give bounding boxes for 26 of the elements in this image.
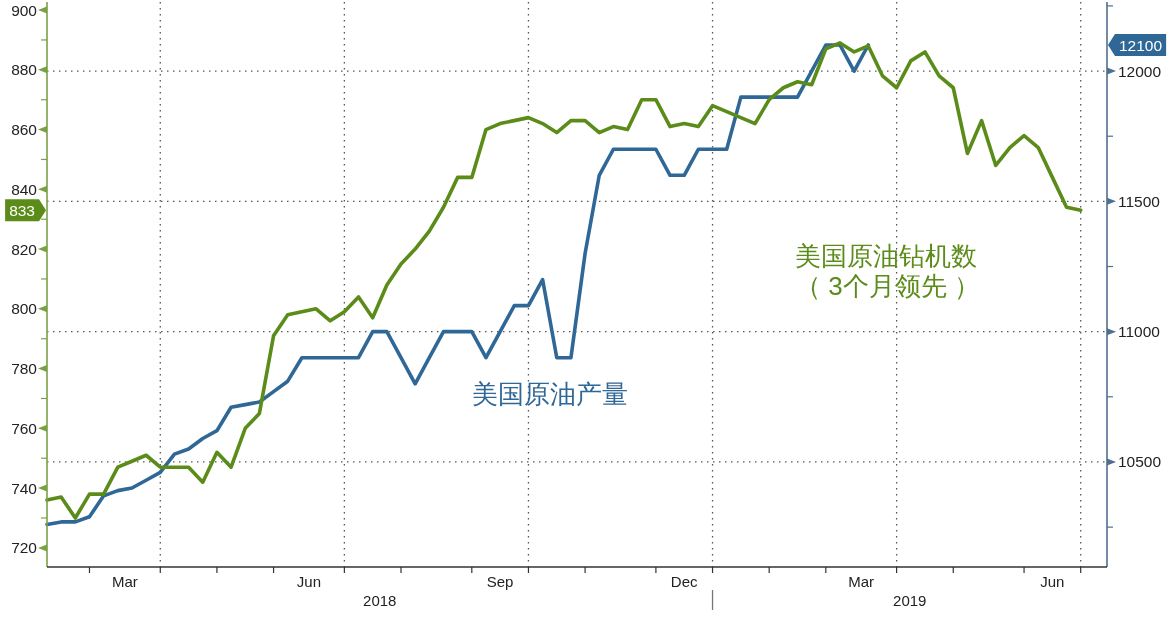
series-label: 美国原油产量 <box>472 379 628 409</box>
x-year-label: 2019 <box>893 592 927 609</box>
y-tick-label: 800 <box>11 300 38 318</box>
x-tick-label: Jun <box>296 573 322 590</box>
y2-tick-label: 12100 <box>1119 36 1163 54</box>
y-tick-label: 860 <box>11 121 38 139</box>
series-label: 美国原油钻机数（ 3个月领先 ） <box>795 241 980 301</box>
y-tick-label: 880 <box>11 61 38 79</box>
y-tick-label: 900 <box>11 1 38 19</box>
x-tick-label: Mar <box>111 573 138 590</box>
y-tick-label: 833 <box>9 201 35 219</box>
x-tick-label: Jun <box>1040 573 1065 590</box>
y-tick-label: 760 <box>11 419 38 437</box>
y2-tick-label: 11500 <box>1118 192 1161 210</box>
y-tick-label: 820 <box>11 240 38 258</box>
y2-tick-label: 11000 <box>1118 323 1161 341</box>
y-tick-label: 740 <box>11 479 38 497</box>
x-tick-label: Sep <box>486 573 514 590</box>
y2-tick-label: 12000 <box>1118 62 1162 80</box>
y-tick-label: 840 <box>11 180 38 198</box>
x-tick-label: Mar <box>848 573 875 590</box>
y-tick-label: 720 <box>11 539 38 557</box>
y-tick-label: 780 <box>11 360 38 378</box>
x-year-label: 2018 <box>363 592 397 609</box>
x-tick-label: Dec <box>670 573 699 590</box>
y2-tick-label: 10500 <box>1118 453 1162 471</box>
